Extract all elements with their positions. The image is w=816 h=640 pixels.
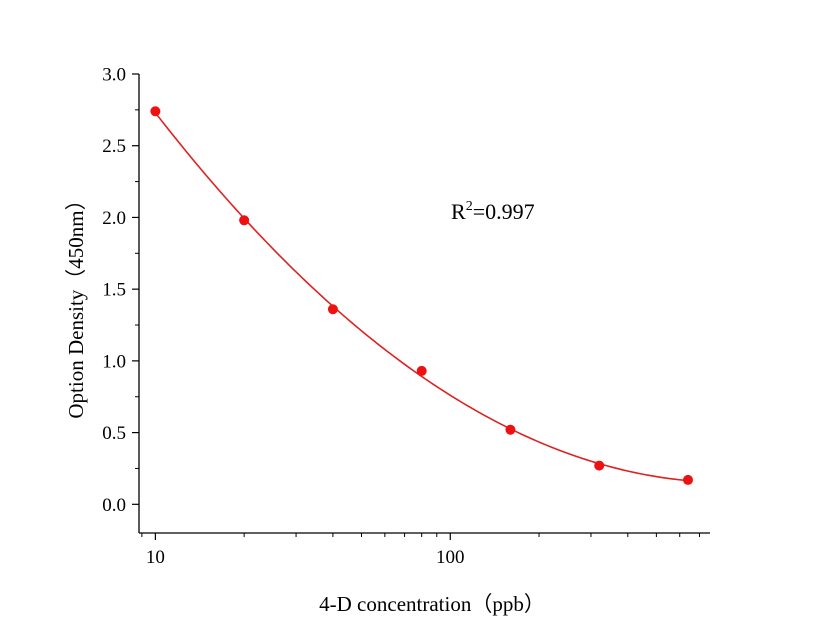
r-squared-superscript: 2 xyxy=(466,199,473,214)
y-tick-label: 2.5 xyxy=(102,136,126,157)
y-axis-title: Option Density（450nm） xyxy=(64,189,88,418)
fit-curve-layer xyxy=(154,112,689,482)
y-tick-label: 2.0 xyxy=(102,208,126,229)
x-tick-label: 100 xyxy=(436,547,465,568)
data-points-layer xyxy=(150,106,693,485)
data-point xyxy=(239,215,250,226)
r-squared-annotation: R2=0.997 xyxy=(451,199,535,224)
x-tick-label: 10 xyxy=(146,547,165,568)
fit-curve xyxy=(154,112,689,482)
y-tick-label: 1.5 xyxy=(102,280,126,301)
axes xyxy=(138,74,710,534)
data-point xyxy=(327,304,338,315)
y-tick-label: 0.5 xyxy=(102,423,126,444)
x-axis-title: 4-D concentration（ppb） xyxy=(319,592,545,616)
data-point xyxy=(416,365,427,376)
data-point xyxy=(594,460,605,471)
data-point xyxy=(150,106,161,117)
y-tick-label: 0.0 xyxy=(102,495,126,516)
r-squared-value: =0.997 xyxy=(473,199,535,224)
data-point xyxy=(505,424,516,435)
y-tick-label: 3.0 xyxy=(102,65,126,86)
axis-ticks xyxy=(132,73,700,540)
r-squared-base: R xyxy=(451,199,466,224)
tick-labels: 0.0 0.5 1.0 1.5 2.0 2.5 3.0 10 100 xyxy=(102,65,464,569)
data-point xyxy=(682,474,693,485)
y-tick-label: 1.0 xyxy=(102,351,126,372)
